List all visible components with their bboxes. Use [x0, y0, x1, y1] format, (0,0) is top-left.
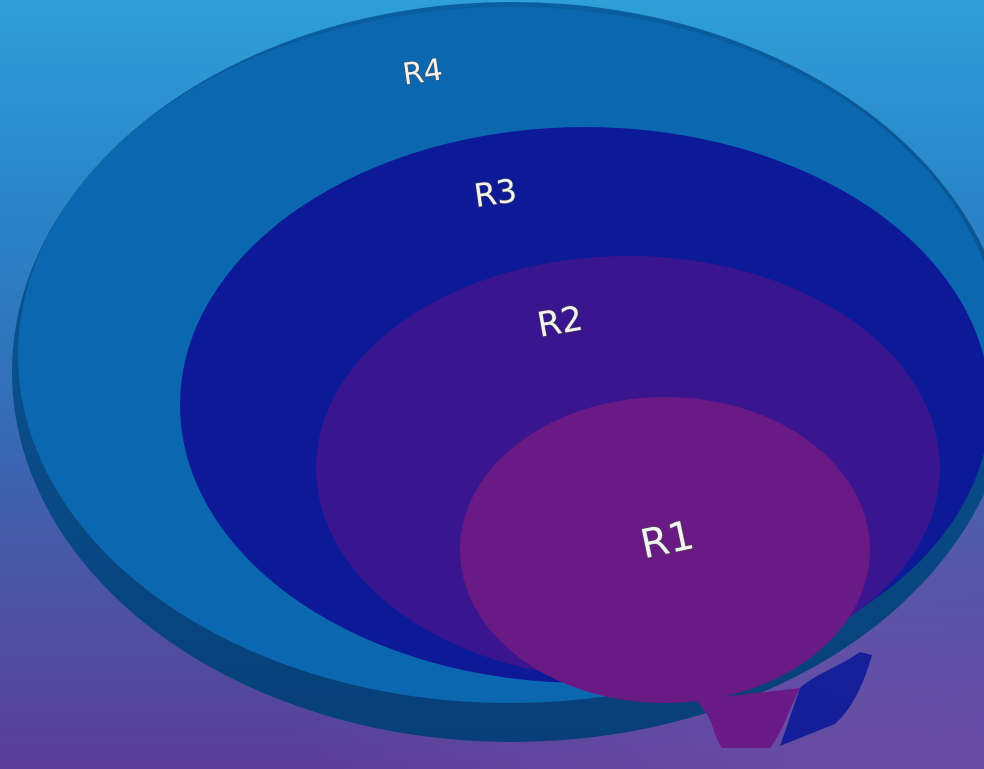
region-r3-rim-overflow [780, 652, 872, 746]
region-r1-label: R1 [636, 512, 698, 568]
region-r1-rim-overflow [695, 688, 800, 748]
region-r1 [460, 397, 870, 703]
region-r2-label: R2 [534, 299, 586, 346]
region-r4-label: R4 [400, 52, 444, 92]
region-r3-label: R3 [472, 171, 519, 215]
